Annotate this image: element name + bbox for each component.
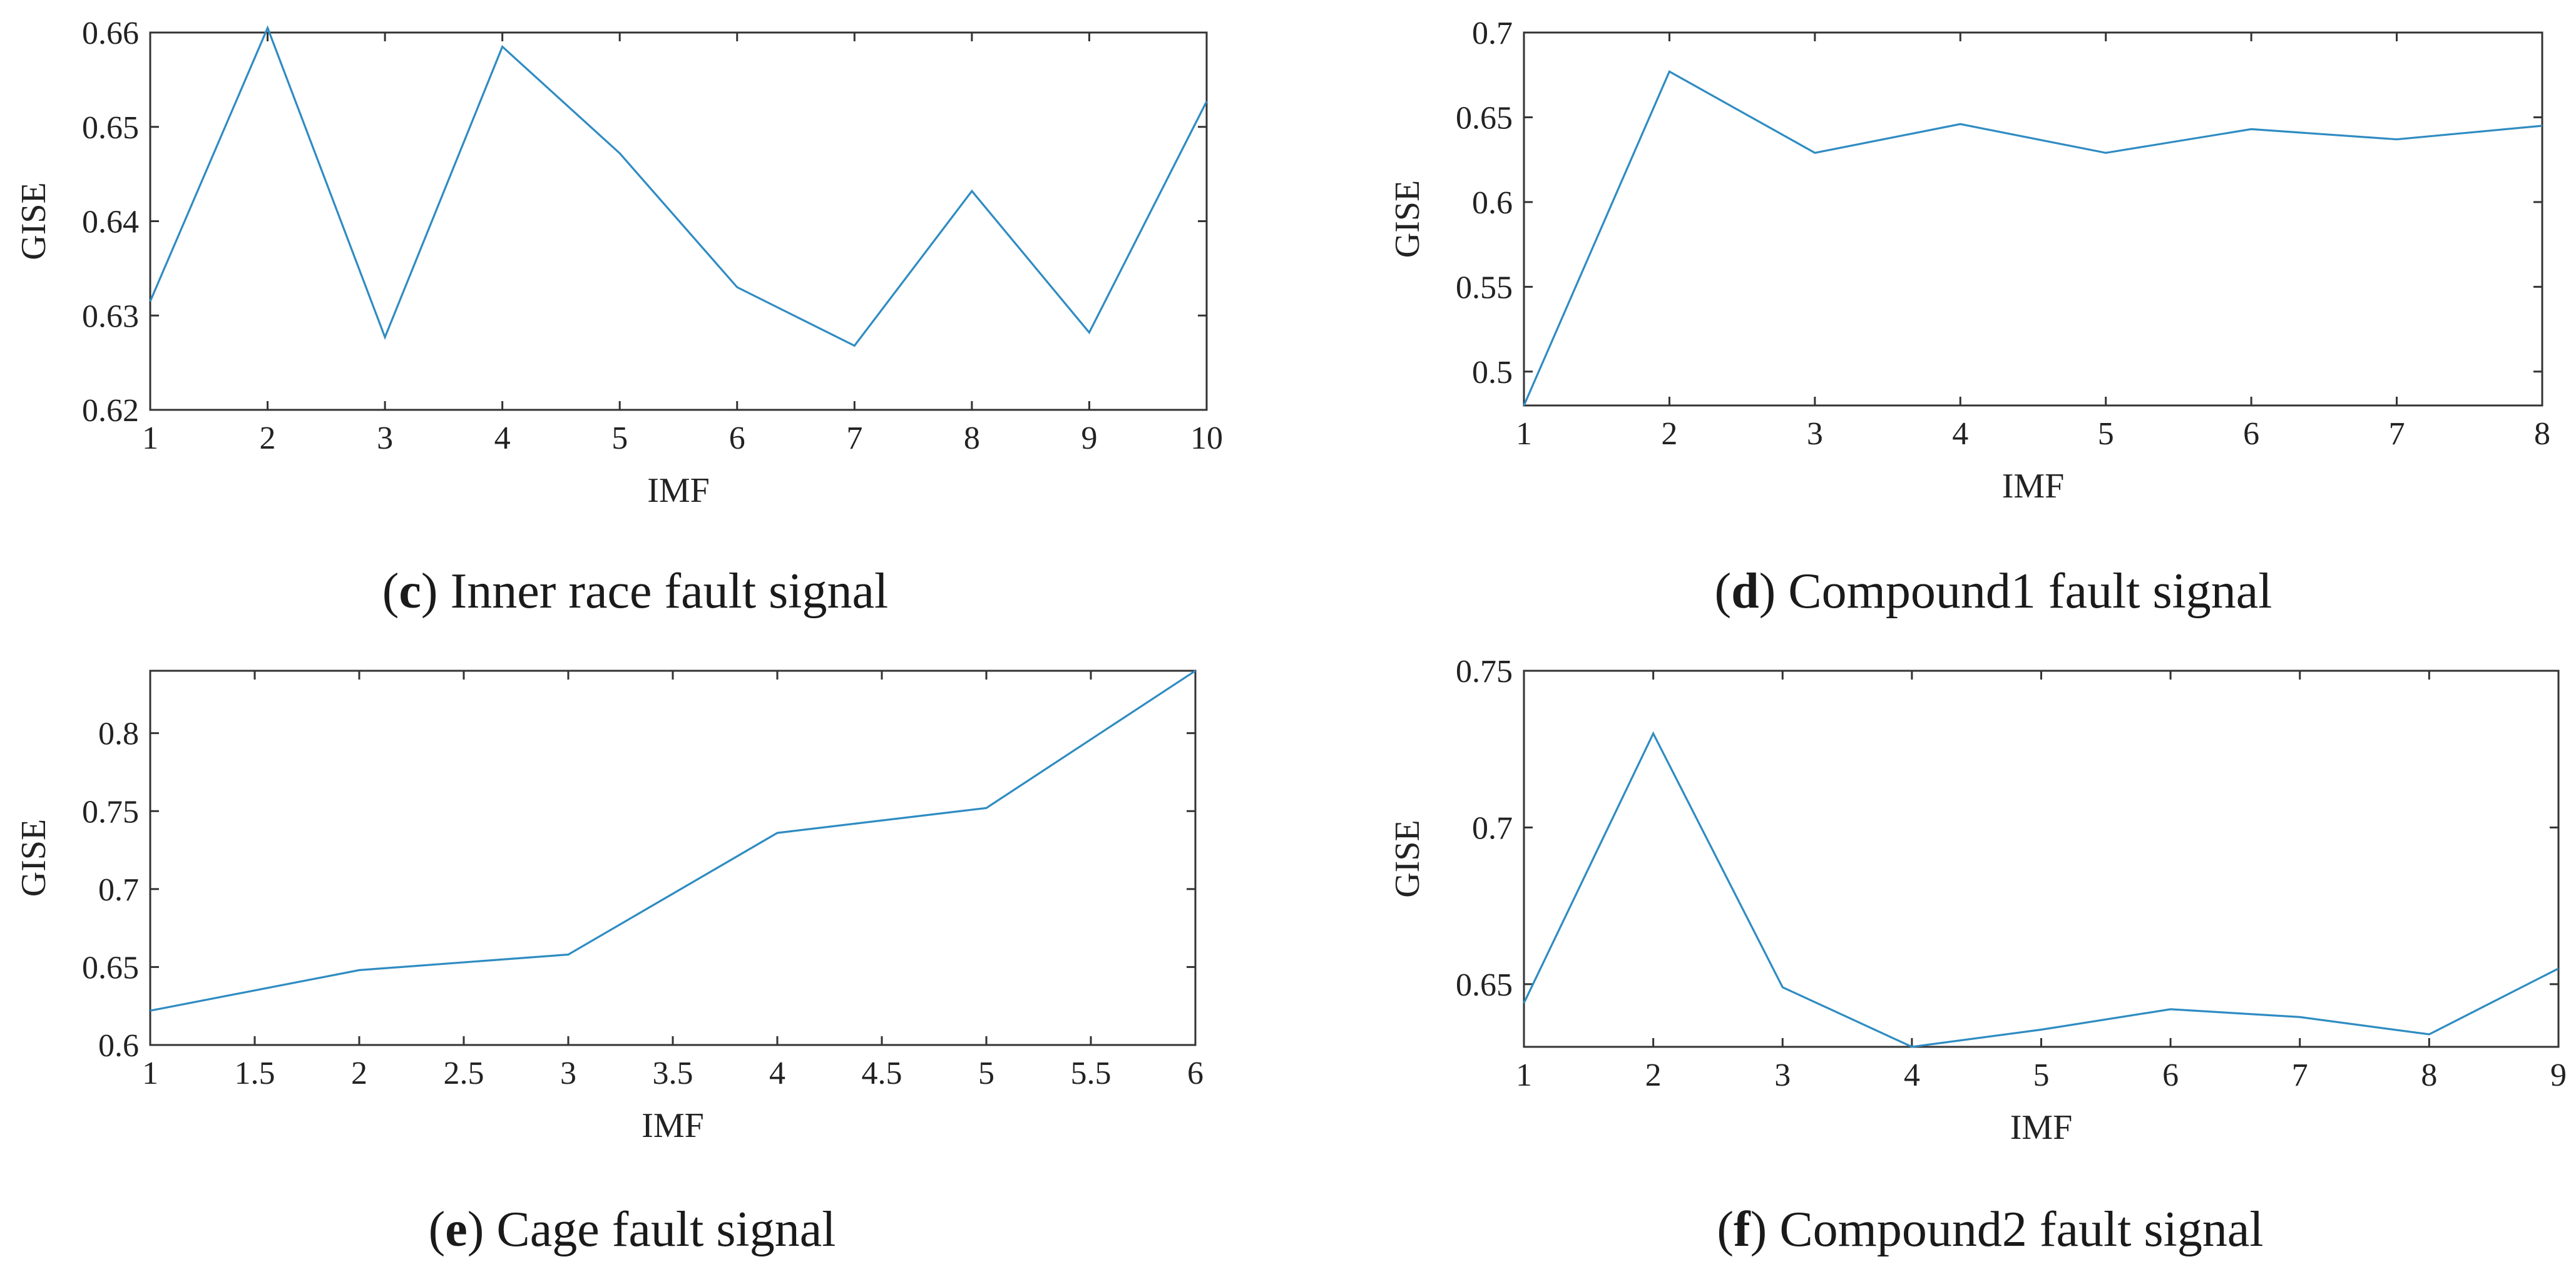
y-tick-label: 0.7 xyxy=(1472,810,1513,846)
x-tick-label: 2 xyxy=(351,1056,367,1091)
x-tick-label: 8 xyxy=(964,420,980,456)
x-tick-label: 7 xyxy=(2389,416,2405,452)
series-line xyxy=(149,25,1208,347)
x-axis-label: IMF xyxy=(647,471,710,510)
x-tick-label: 3 xyxy=(560,1056,576,1091)
x-tick-label: 2 xyxy=(1645,1057,1662,1093)
series-line xyxy=(1523,731,2559,1048)
x-tick-label: 9 xyxy=(1081,420,1097,456)
x-tick-label: 2 xyxy=(1661,416,1677,452)
x-tick-label: 5 xyxy=(2033,1057,2050,1093)
x-tick-label: 5.5 xyxy=(1071,1056,1112,1091)
caption-d: (d) Compound1 fault signal xyxy=(1714,564,2272,619)
x-tick-label: 8 xyxy=(2534,416,2550,452)
y-axis-label: GISE xyxy=(1388,180,1427,258)
y-tick-label: 0.5 xyxy=(1472,355,1513,390)
plot-frame xyxy=(149,670,1197,1046)
y-tick-label: 0.7 xyxy=(1472,16,1513,51)
y-tick-label: 0.62 xyxy=(82,393,139,429)
y-axis-label: GISE xyxy=(14,819,53,897)
x-tick-label: 1.5 xyxy=(235,1056,275,1091)
chart-panel-c: 1 2 3 4 5 6 7 8 9 10 0.62 0.63 0.64 0.65 0.66 IMF GISE xyxy=(14,16,1223,510)
y-tick-label: 0.65 xyxy=(1456,967,1513,1003)
x-tick-label: 9 xyxy=(2550,1057,2567,1093)
plot-frame xyxy=(1523,670,2560,1048)
x-tick-label: 3 xyxy=(1774,1057,1791,1093)
x-tick-label: 4 xyxy=(769,1056,785,1091)
x-tick-label: 2 xyxy=(260,420,276,456)
chart-panel-d: 1 2 3 4 5 6 7 8 0.5 0.55 0.6 0.65 0.7 IMF GISE xyxy=(1388,16,2550,506)
x-tick-label: 5 xyxy=(611,420,628,456)
x-tick-label: 6 xyxy=(2162,1057,2179,1093)
chart-panel-e: 1 1.5 2 2.5 3 3.5 4 4.5 5 5.5 6 0.6 0.65 0.7 0.75 0.8 IM… xyxy=(14,670,1204,1145)
y-tick-label: 0.66 xyxy=(82,16,139,51)
x-tick-label: 4.5 xyxy=(862,1056,902,1091)
x-tick-label: 6 xyxy=(2243,416,2259,452)
y-tick-label: 0.65 xyxy=(82,110,139,146)
y-tick-label: 0.65 xyxy=(1456,100,1513,136)
x-tick-label: 2.5 xyxy=(444,1056,484,1091)
y-tick-label: 0.6 xyxy=(1472,185,1513,221)
x-tick-label: 3 xyxy=(1807,416,1823,452)
y-tick-label: 0.6 xyxy=(98,1028,139,1064)
x-tick-label: 7 xyxy=(846,420,862,456)
x-tick-label: 1 xyxy=(142,1056,158,1091)
y-tick-label: 0.64 xyxy=(82,205,139,240)
y-tick-label: 0.75 xyxy=(1456,654,1513,690)
x-tick-label: 3.5 xyxy=(653,1056,693,1091)
x-tick-label: 5 xyxy=(2098,416,2114,452)
y-tick-label: 0.8 xyxy=(98,716,139,752)
x-tick-label: 6 xyxy=(1187,1056,1204,1091)
x-tick-label: 1 xyxy=(142,420,158,456)
x-axis-label: IMF xyxy=(2010,1108,2073,1147)
x-tick-label: 7 xyxy=(2292,1057,2308,1093)
x-tick-label: 6 xyxy=(729,420,745,456)
x-tick-label: 5 xyxy=(978,1056,994,1091)
y-tick-label: 0.65 xyxy=(82,950,139,986)
x-tick-label: 8 xyxy=(2421,1057,2437,1093)
caption-c: (c) Inner race fault signal xyxy=(382,564,889,619)
x-axis-label: IMF xyxy=(2002,467,2065,506)
x-tick-label: 1 xyxy=(1516,416,1532,452)
y-tick-label: 0.75 xyxy=(82,794,139,830)
x-tick-label: 4 xyxy=(494,420,511,456)
series-line xyxy=(150,670,1196,1012)
caption-e: (e) Cage fault signal xyxy=(428,1202,836,1257)
x-axis-label: IMF xyxy=(641,1106,704,1145)
x-tick-label: 4 xyxy=(1952,416,1968,452)
plot-frame xyxy=(1523,31,2543,407)
x-tick-label: 4 xyxy=(1904,1057,1920,1093)
x-tick-label: 1 xyxy=(1516,1057,1532,1093)
caption-f: (f) Compound2 fault signal xyxy=(1717,1202,2264,1257)
y-axis-label: GISE xyxy=(1388,820,1427,897)
y-tick-label: 0.55 xyxy=(1456,270,1513,305)
series-line xyxy=(1523,70,2543,406)
chart-panel-f: 1 2 3 4 5 6 7 8 9 0.65 0.7 0.75 IMF GISE xyxy=(1388,654,2567,1147)
y-tick-label: 0.7 xyxy=(98,872,139,908)
x-tick-label: 3 xyxy=(377,420,393,456)
y-tick-label: 0.63 xyxy=(82,298,139,334)
x-tick-label: 10 xyxy=(1190,420,1223,456)
y-axis-label: GISE xyxy=(14,182,53,260)
